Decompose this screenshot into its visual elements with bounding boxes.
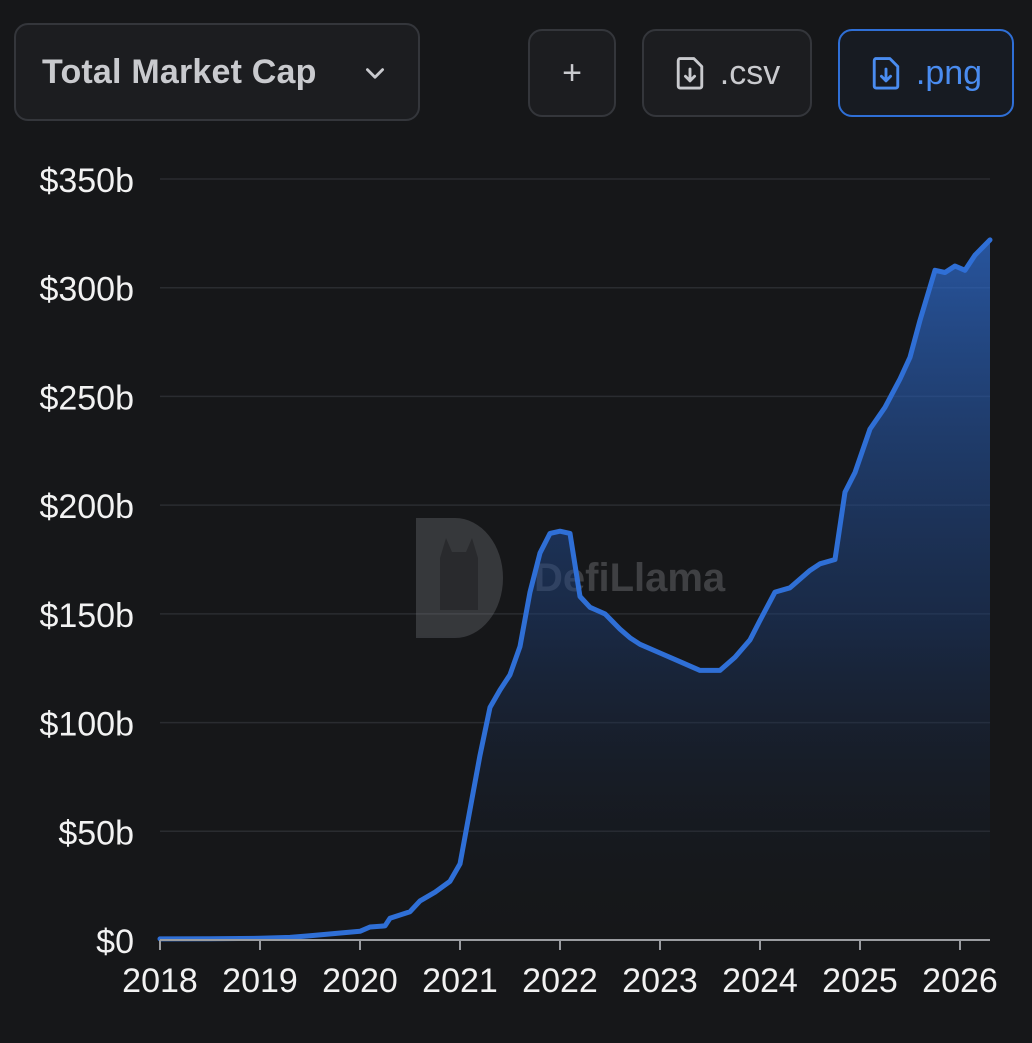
x-tick-label: 2025 [822,962,898,1000]
download-csv-button[interactable]: .csv [642,29,812,117]
llama-logo-head [440,538,478,610]
metric-select-label: Total Market Cap [42,52,317,91]
y-tick-label: $250b [39,379,134,417]
y-tick-label: $50b [58,814,134,852]
download-png-button[interactable]: .png [838,29,1014,117]
add-metric-button[interactable]: + [528,29,616,117]
axes: $0 $50b $100b $150b $200b $250b $300b $350b 2018… [39,162,997,1000]
file-download-icon [676,57,703,90]
area-fill [160,239,990,940]
y-tick-label: $150b [39,597,134,635]
y-tick-label: $350b [39,162,134,200]
chart-area: DefiLlama $0 $50b $100b $150b $200b $250b $300… [0,140,1032,1038]
x-tick-label: 2020 [322,962,398,1000]
y-tick-label: $100b [39,706,134,744]
market-cap-chart: DefiLlama $0$50b$100b$150b$200b$250b$300… [39,162,997,1000]
y-tick-label: $200b [39,488,134,526]
download-csv-label: .csv [719,53,781,92]
x-tick-label: 2021 [422,962,498,1000]
x-tick-label: 2019 [222,962,298,1000]
x-tick-label: 2026 [922,962,998,1000]
download-png-label: .png [915,53,983,92]
x-tick-label: 2023 [622,962,698,1000]
y-tick-label: $0 [96,923,134,961]
llama-logo-icon [416,518,503,638]
x-tick-label: 2018 [122,962,198,1000]
x-tick-label: 2022 [522,962,598,1000]
metric-select[interactable]: Total Market Cap [14,23,420,121]
y-tick-label: $300b [39,271,134,309]
chevron-down-icon [366,68,384,79]
area-series [157,237,993,942]
x-tick-label: 2024 [722,962,798,1000]
file-download-icon [872,57,900,90]
chart-toolbar: Total Market Cap + .csv .png [0,0,1032,140]
plus-icon: + [562,53,582,92]
market-cap-line [157,237,993,942]
